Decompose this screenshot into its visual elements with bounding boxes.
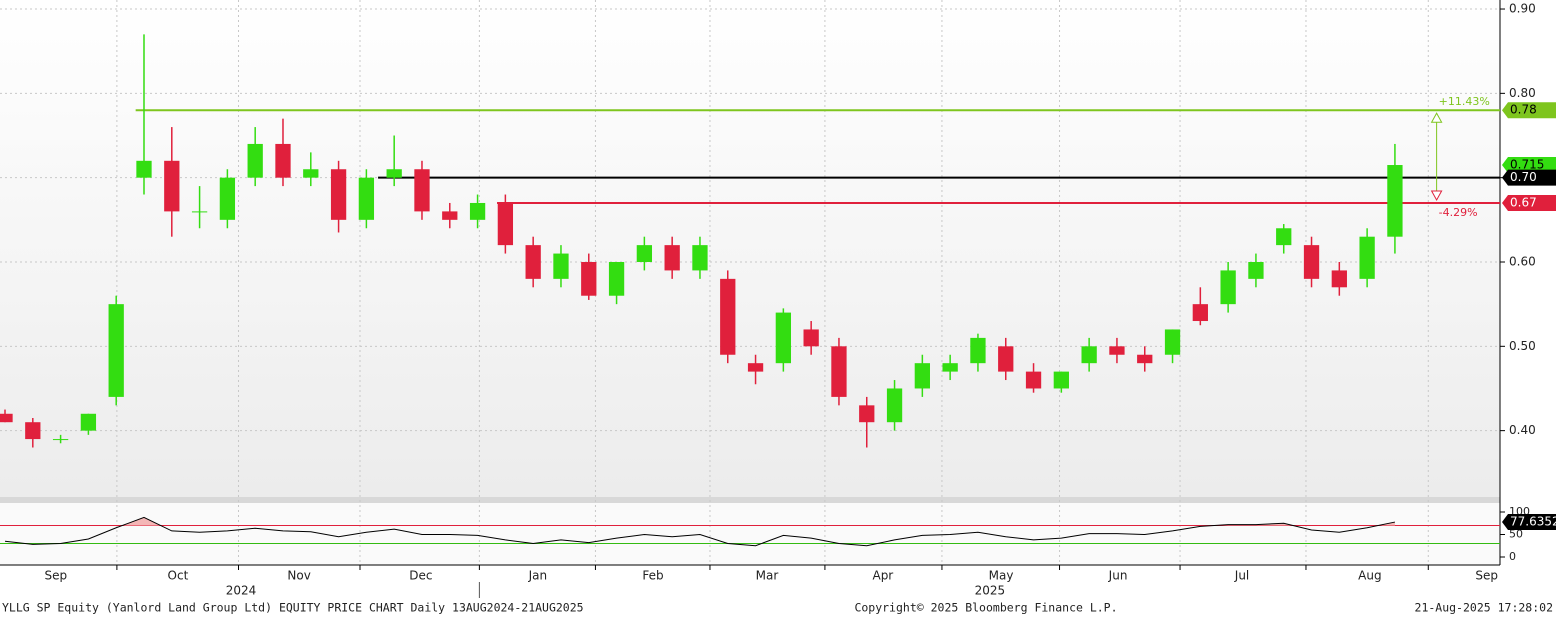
level-tag-bg bbox=[1502, 169, 1556, 186]
y-tick-label: 0.90 bbox=[1509, 2, 1536, 16]
candle-body bbox=[25, 422, 41, 440]
candle-body bbox=[886, 388, 903, 423]
x-tick-label: Aug bbox=[1358, 569, 1381, 583]
candle-body bbox=[775, 312, 792, 364]
candle-body bbox=[1276, 228, 1292, 246]
candle-body bbox=[164, 160, 180, 212]
candle-body bbox=[747, 363, 764, 372]
last-price-tag: 0.715 bbox=[1510, 158, 1544, 172]
level-tag: 0.78 bbox=[1510, 103, 1537, 117]
candle-body bbox=[469, 202, 486, 220]
indicator-panel bbox=[0, 503, 1500, 565]
y-tick-label: 0.60 bbox=[1509, 254, 1536, 268]
candle-body bbox=[581, 261, 597, 296]
candle-body bbox=[1192, 304, 1208, 322]
candle-body bbox=[1303, 245, 1320, 279]
candle-body bbox=[442, 211, 458, 220]
candle-body bbox=[497, 202, 514, 246]
indicator-tick-label: 50 bbox=[1509, 527, 1523, 540]
candle-body bbox=[108, 304, 124, 397]
candle-body bbox=[553, 253, 569, 279]
level-tag-bg bbox=[1502, 194, 1556, 211]
x-tick-label: Apr bbox=[872, 569, 893, 583]
level-tag: 0.67 bbox=[1510, 195, 1537, 209]
candle-body bbox=[0, 413, 13, 423]
candle-body bbox=[636, 245, 653, 262]
candle-body bbox=[692, 245, 708, 271]
candle-body bbox=[219, 177, 236, 220]
candle-body bbox=[386, 169, 402, 178]
candle-body bbox=[1164, 329, 1181, 355]
annotation: -4.29% bbox=[1439, 206, 1478, 219]
candle-body bbox=[80, 413, 97, 431]
candle-body bbox=[608, 261, 625, 296]
candle-body bbox=[970, 337, 986, 364]
candle-body bbox=[1137, 354, 1153, 364]
x-tick-label: Sep bbox=[45, 569, 68, 583]
x-tick-label: May bbox=[989, 569, 1014, 583]
arrow-head-up bbox=[1430, 112, 1443, 123]
x-tick-label: Feb bbox=[642, 569, 663, 583]
x-tick-label: Jul bbox=[1234, 569, 1249, 583]
footer-right: 21-Aug-2025 17:28:02 bbox=[1415, 601, 1553, 615]
x-tick-label: Jun bbox=[1108, 569, 1128, 583]
x-tick-label: Oct bbox=[168, 569, 189, 583]
year-label: 2024 bbox=[226, 584, 257, 598]
x-tick-label: Jan bbox=[528, 569, 548, 583]
candle-body bbox=[998, 346, 1014, 372]
arrow-head-down bbox=[1430, 190, 1443, 201]
y-tick-label: 0.80 bbox=[1509, 86, 1536, 100]
indicator-tag-bg bbox=[1502, 514, 1556, 531]
candle-body bbox=[914, 363, 930, 389]
x-tick-label: Mar bbox=[756, 569, 779, 583]
candle-body bbox=[52, 439, 69, 441]
candle-body bbox=[303, 169, 319, 178]
last-price-tag-bg bbox=[1502, 157, 1556, 174]
year-label: 2025 bbox=[975, 584, 1006, 598]
footer-center: Copyright© 2025 Bloomberg Finance L.P. bbox=[854, 601, 1117, 615]
x-tick-label: Sep bbox=[1475, 569, 1498, 583]
candle-body bbox=[1387, 165, 1403, 237]
y-tick-label: 0.40 bbox=[1509, 423, 1536, 437]
footer-left: YLLG SP Equity (Yanlord Land Group Ltd) … bbox=[2, 601, 584, 615]
level-tag-bg bbox=[1502, 102, 1556, 119]
candle-body bbox=[358, 177, 375, 220]
candle-body bbox=[942, 363, 958, 372]
x-tick-label: Dec bbox=[409, 569, 432, 583]
candle-body bbox=[859, 405, 875, 423]
candle-body bbox=[1248, 261, 1264, 279]
candle-body bbox=[1081, 346, 1097, 364]
x-tick-label: Nov bbox=[287, 569, 310, 583]
candle-body bbox=[136, 160, 152, 178]
candle-body bbox=[191, 211, 208, 213]
candle-body bbox=[1331, 270, 1347, 288]
candle-body bbox=[525, 245, 541, 279]
candle-body bbox=[247, 143, 263, 178]
candle-body bbox=[1359, 236, 1375, 279]
indicator-tick-label: 0 bbox=[1509, 550, 1516, 563]
candle-body bbox=[664, 245, 680, 271]
annotation: +11.43% bbox=[1439, 95, 1490, 108]
candle-body bbox=[1109, 346, 1125, 355]
panel-divider bbox=[0, 497, 1500, 503]
candle-body bbox=[1053, 371, 1069, 389]
candle-body bbox=[720, 278, 736, 355]
candle-body bbox=[1220, 270, 1236, 305]
indicator-line bbox=[4, 516, 1396, 547]
candle-body bbox=[831, 346, 847, 397]
candle-body bbox=[330, 169, 347, 220]
y-tick-label: 0.50 bbox=[1509, 339, 1536, 353]
price-panel bbox=[0, 0, 1500, 497]
level-tag: 0.70 bbox=[1510, 170, 1537, 184]
candle-body bbox=[275, 143, 291, 178]
candle-body bbox=[414, 169, 430, 212]
indicator-tag: 77.6352 bbox=[1510, 515, 1556, 529]
candle-body bbox=[1025, 371, 1042, 389]
candle-body bbox=[803, 329, 819, 347]
